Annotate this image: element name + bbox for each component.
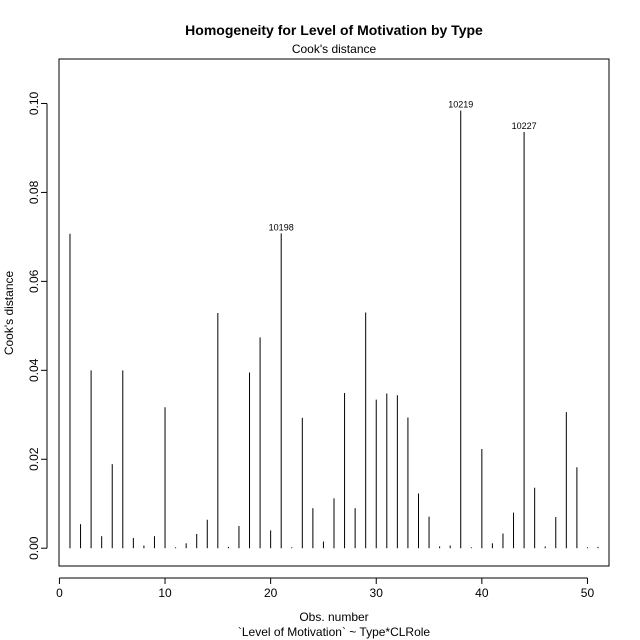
x-tick-label: 50 [581, 586, 595, 600]
x-tick-label: 20 [264, 586, 278, 600]
x-tick-label: 40 [475, 586, 489, 600]
y-tick-label: 0.08 [27, 180, 41, 204]
x-axis-spacer [59, 566, 587, 588]
annotation-label: 10198 [269, 222, 294, 232]
bars-group [69, 110, 599, 549]
x-tick-label: 30 [370, 586, 384, 600]
y-tick-label: 0.06 [27, 269, 41, 293]
annotations-group: 10198 10219 10227 [269, 100, 537, 233]
x-axis-label: Obs. number [299, 610, 368, 624]
x-tick-label: 0 [56, 586, 63, 600]
x-axis-label-formula: `Level of Motivation` ~ Type*CLRole [238, 625, 431, 639]
annotation-label: 10219 [448, 100, 473, 110]
y-tick-label: 0.10 [27, 91, 41, 115]
y-axis-label: Cook's distance [2, 271, 16, 356]
plot-frame [58, 58, 610, 567]
chart-subtitle: Cook's distance [292, 42, 377, 56]
y-axis: 0.00 0.02 0.04 0.06 0.08 0.10 [27, 91, 48, 560]
y-tick-label: 0.02 [27, 447, 41, 471]
x-tick-label: 10 [158, 586, 172, 600]
chart-title: Homogeneity for Level of Motivation by T… [185, 22, 483, 38]
x-axis: 0 10 20 30 40 50 [56, 566, 595, 600]
y-tick-label: 0.04 [27, 358, 41, 382]
y-tick-label: 0.00 [27, 536, 41, 560]
annotation-label: 10227 [512, 121, 537, 131]
